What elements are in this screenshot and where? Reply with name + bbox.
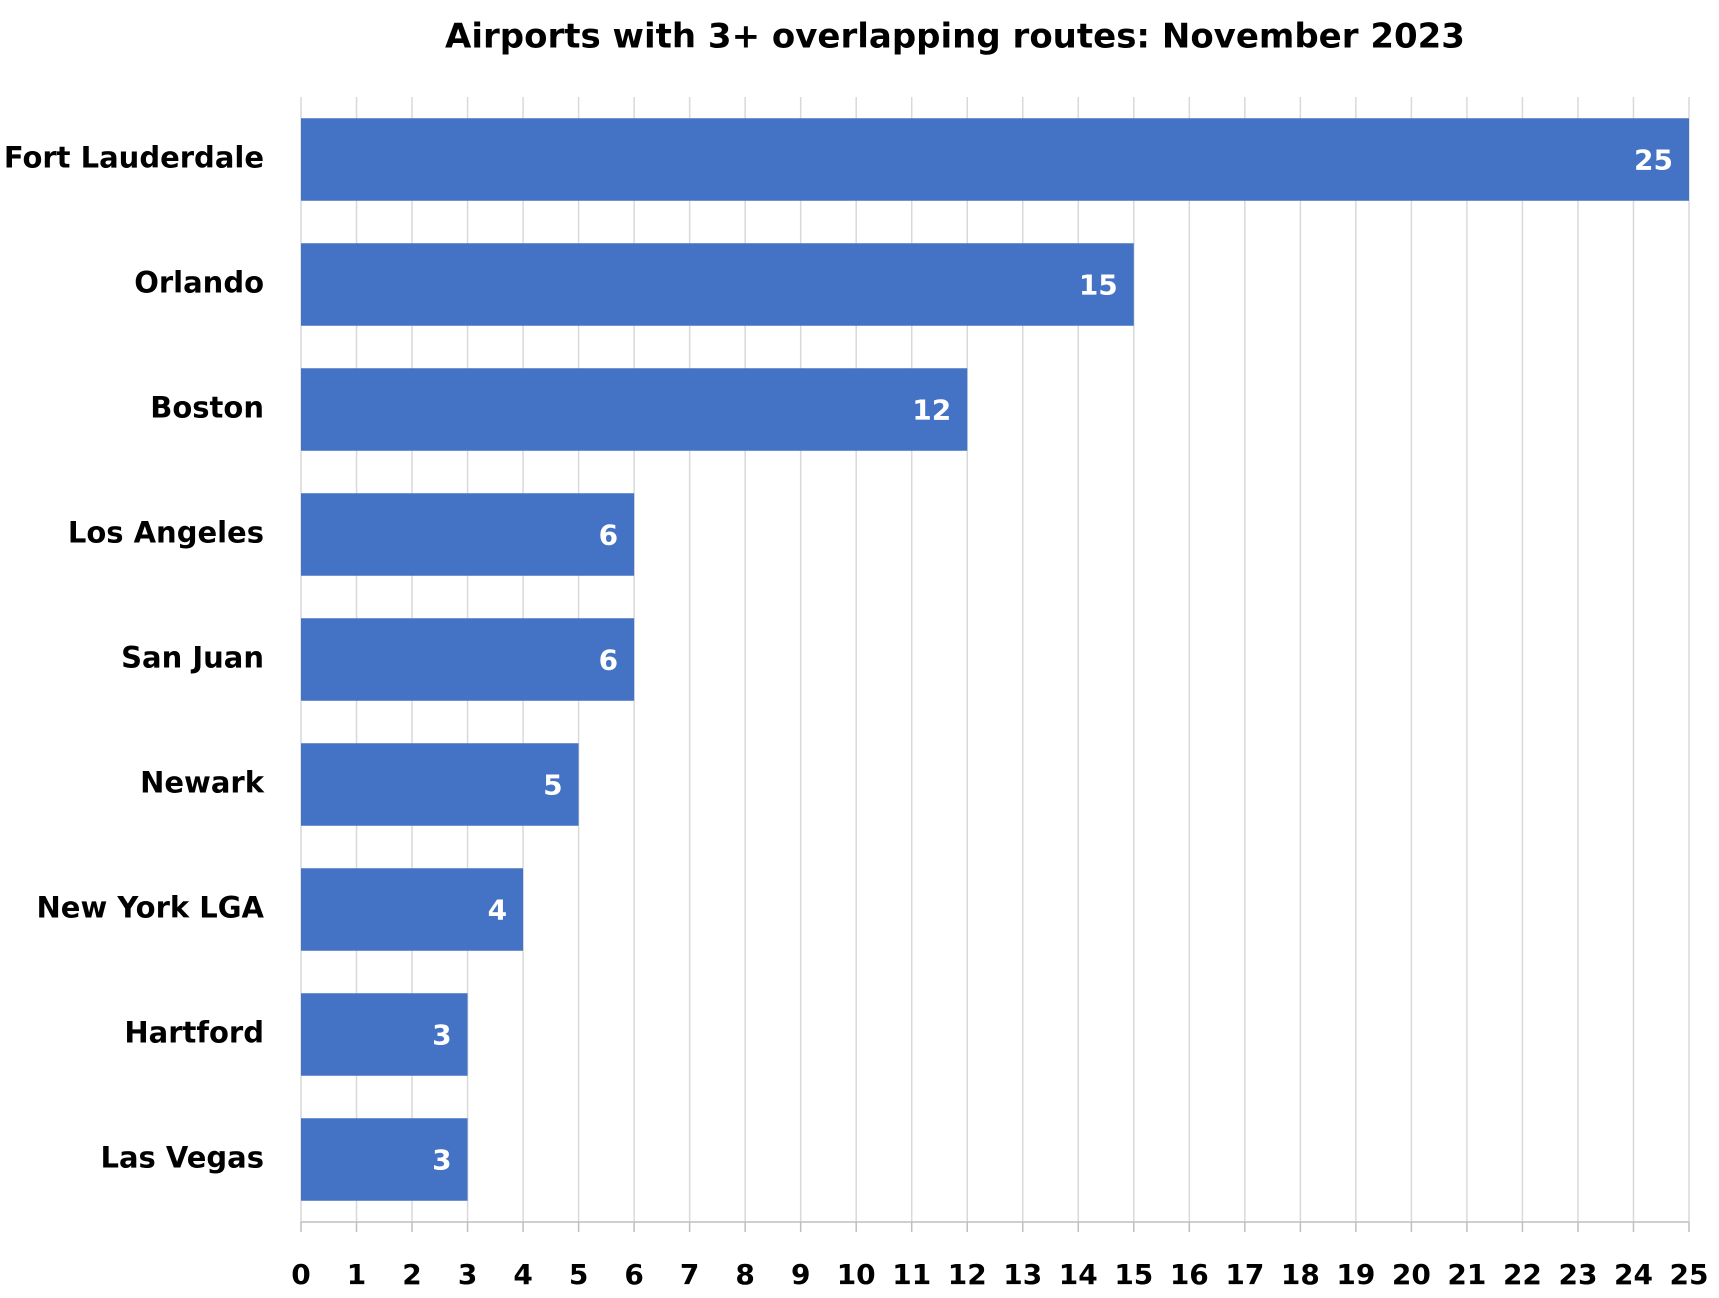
x-tick-label: 21 — [1447, 1258, 1486, 1291]
x-tick-label: 16 — [1170, 1258, 1209, 1291]
x-tick-label: 4 — [513, 1258, 532, 1291]
bar — [301, 868, 524, 951]
x-tick-label: 9 — [791, 1258, 810, 1291]
x-tick-label: 19 — [1336, 1258, 1375, 1291]
x-tick-label: 23 — [1558, 1258, 1597, 1291]
y-tick-label: Newark — [140, 766, 265, 800]
bar — [301, 368, 968, 451]
y-tick-label: Fort Lauderdale — [4, 141, 264, 175]
x-tick-label: 15 — [1114, 1258, 1153, 1291]
x-tick-label: 11 — [892, 1258, 931, 1291]
y-tick-label: New York LGA — [37, 891, 265, 925]
x-tick-label: 10 — [837, 1258, 876, 1291]
y-tick-label: Hartford — [124, 1016, 264, 1050]
data-label: 25 — [1634, 144, 1673, 177]
bar — [301, 993, 468, 1076]
x-tick-label: 24 — [1614, 1258, 1653, 1291]
x-tick-label: 13 — [1003, 1258, 1042, 1291]
x-tick-label: 1 — [347, 1258, 366, 1291]
x-tick-label: 12 — [948, 1258, 987, 1291]
x-tick-label: 7 — [680, 1258, 699, 1291]
bar — [301, 118, 1689, 201]
data-label: 3 — [432, 1019, 451, 1052]
bar — [301, 493, 635, 576]
chart-title: Airports with 3+ overlapping routes: Nov… — [445, 17, 1465, 57]
data-label: 6 — [599, 519, 618, 552]
y-tick-label: San Juan — [121, 641, 264, 675]
x-tick-label: 6 — [624, 1258, 643, 1291]
data-label: 15 — [1079, 269, 1118, 302]
y-tick-label: Boston — [150, 391, 264, 425]
x-tick-label: 8 — [735, 1258, 754, 1291]
data-label: 3 — [432, 1144, 451, 1177]
data-label: 6 — [599, 644, 618, 677]
y-tick-label: Los Angeles — [68, 516, 264, 550]
x-tick-label: 25 — [1670, 1258, 1709, 1291]
y-tick-label: Orlando — [134, 266, 264, 300]
bar — [301, 618, 635, 701]
data-label: 5 — [543, 769, 562, 802]
bar — [301, 743, 579, 826]
x-tick-label: 14 — [1059, 1258, 1098, 1291]
bar — [301, 243, 1134, 326]
x-tick-label: 2 — [402, 1258, 421, 1291]
x-tick-label: 17 — [1225, 1258, 1264, 1291]
x-tick-label: 18 — [1281, 1258, 1320, 1291]
x-tick-label: 20 — [1392, 1258, 1431, 1291]
x-tick-label: 5 — [569, 1258, 588, 1291]
data-label: 12 — [912, 394, 951, 427]
data-label: 4 — [488, 894, 507, 927]
x-tick-label: 3 — [458, 1258, 477, 1291]
y-tick-label: Las Vegas — [100, 1141, 264, 1175]
x-tick-label: 22 — [1503, 1258, 1542, 1291]
bar — [301, 1118, 468, 1201]
x-tick-label: 0 — [291, 1258, 310, 1291]
